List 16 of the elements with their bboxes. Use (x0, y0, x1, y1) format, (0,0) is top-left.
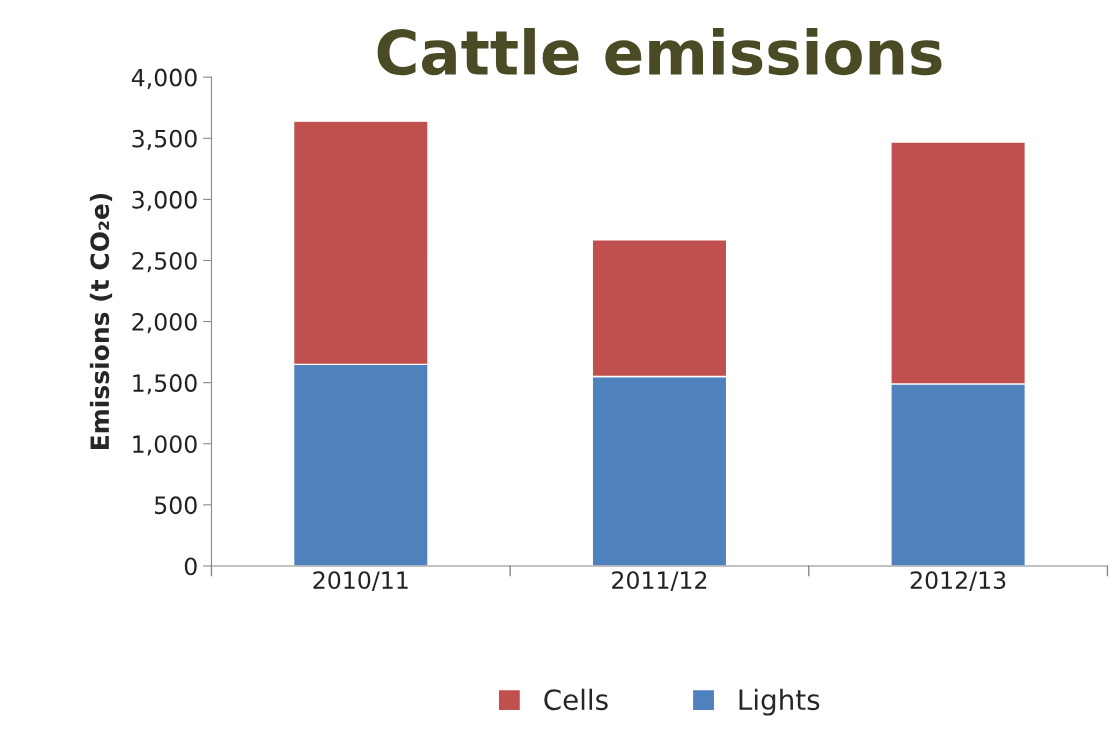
y-axis-title: Emissions (t CO₂e) (89, 193, 113, 450)
chart-title: Cattle emissions (377, 27, 942, 76)
x-tick-label: 2011/12 (612, 571, 707, 591)
y-tick-label: 3,500 (132, 129, 197, 150)
y-tick-label: 2,000 (132, 313, 197, 334)
y-tick-label: 500 (155, 496, 197, 515)
y-tick-label: 3,000 (132, 190, 197, 212)
x-tick-label: 2012/13 (910, 571, 1006, 591)
y-tick-label: 1,000 (133, 435, 197, 456)
y-tick-label: 2,500 (132, 251, 197, 273)
legend-label: Lights (739, 688, 820, 716)
y-tick-label: 4,000 (131, 68, 197, 89)
y-tick-label: 1,500 (133, 374, 197, 395)
y-tick-label: 0 (184, 557, 197, 576)
legend-label: Cells (544, 688, 608, 711)
x-tick-label: 2010/11 (313, 571, 408, 591)
